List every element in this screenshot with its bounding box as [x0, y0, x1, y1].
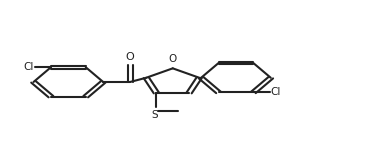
Text: S: S — [151, 110, 158, 120]
Text: Cl: Cl — [271, 87, 281, 98]
Text: Cl: Cl — [23, 62, 33, 72]
Text: O: O — [169, 54, 177, 64]
Text: O: O — [126, 52, 135, 62]
